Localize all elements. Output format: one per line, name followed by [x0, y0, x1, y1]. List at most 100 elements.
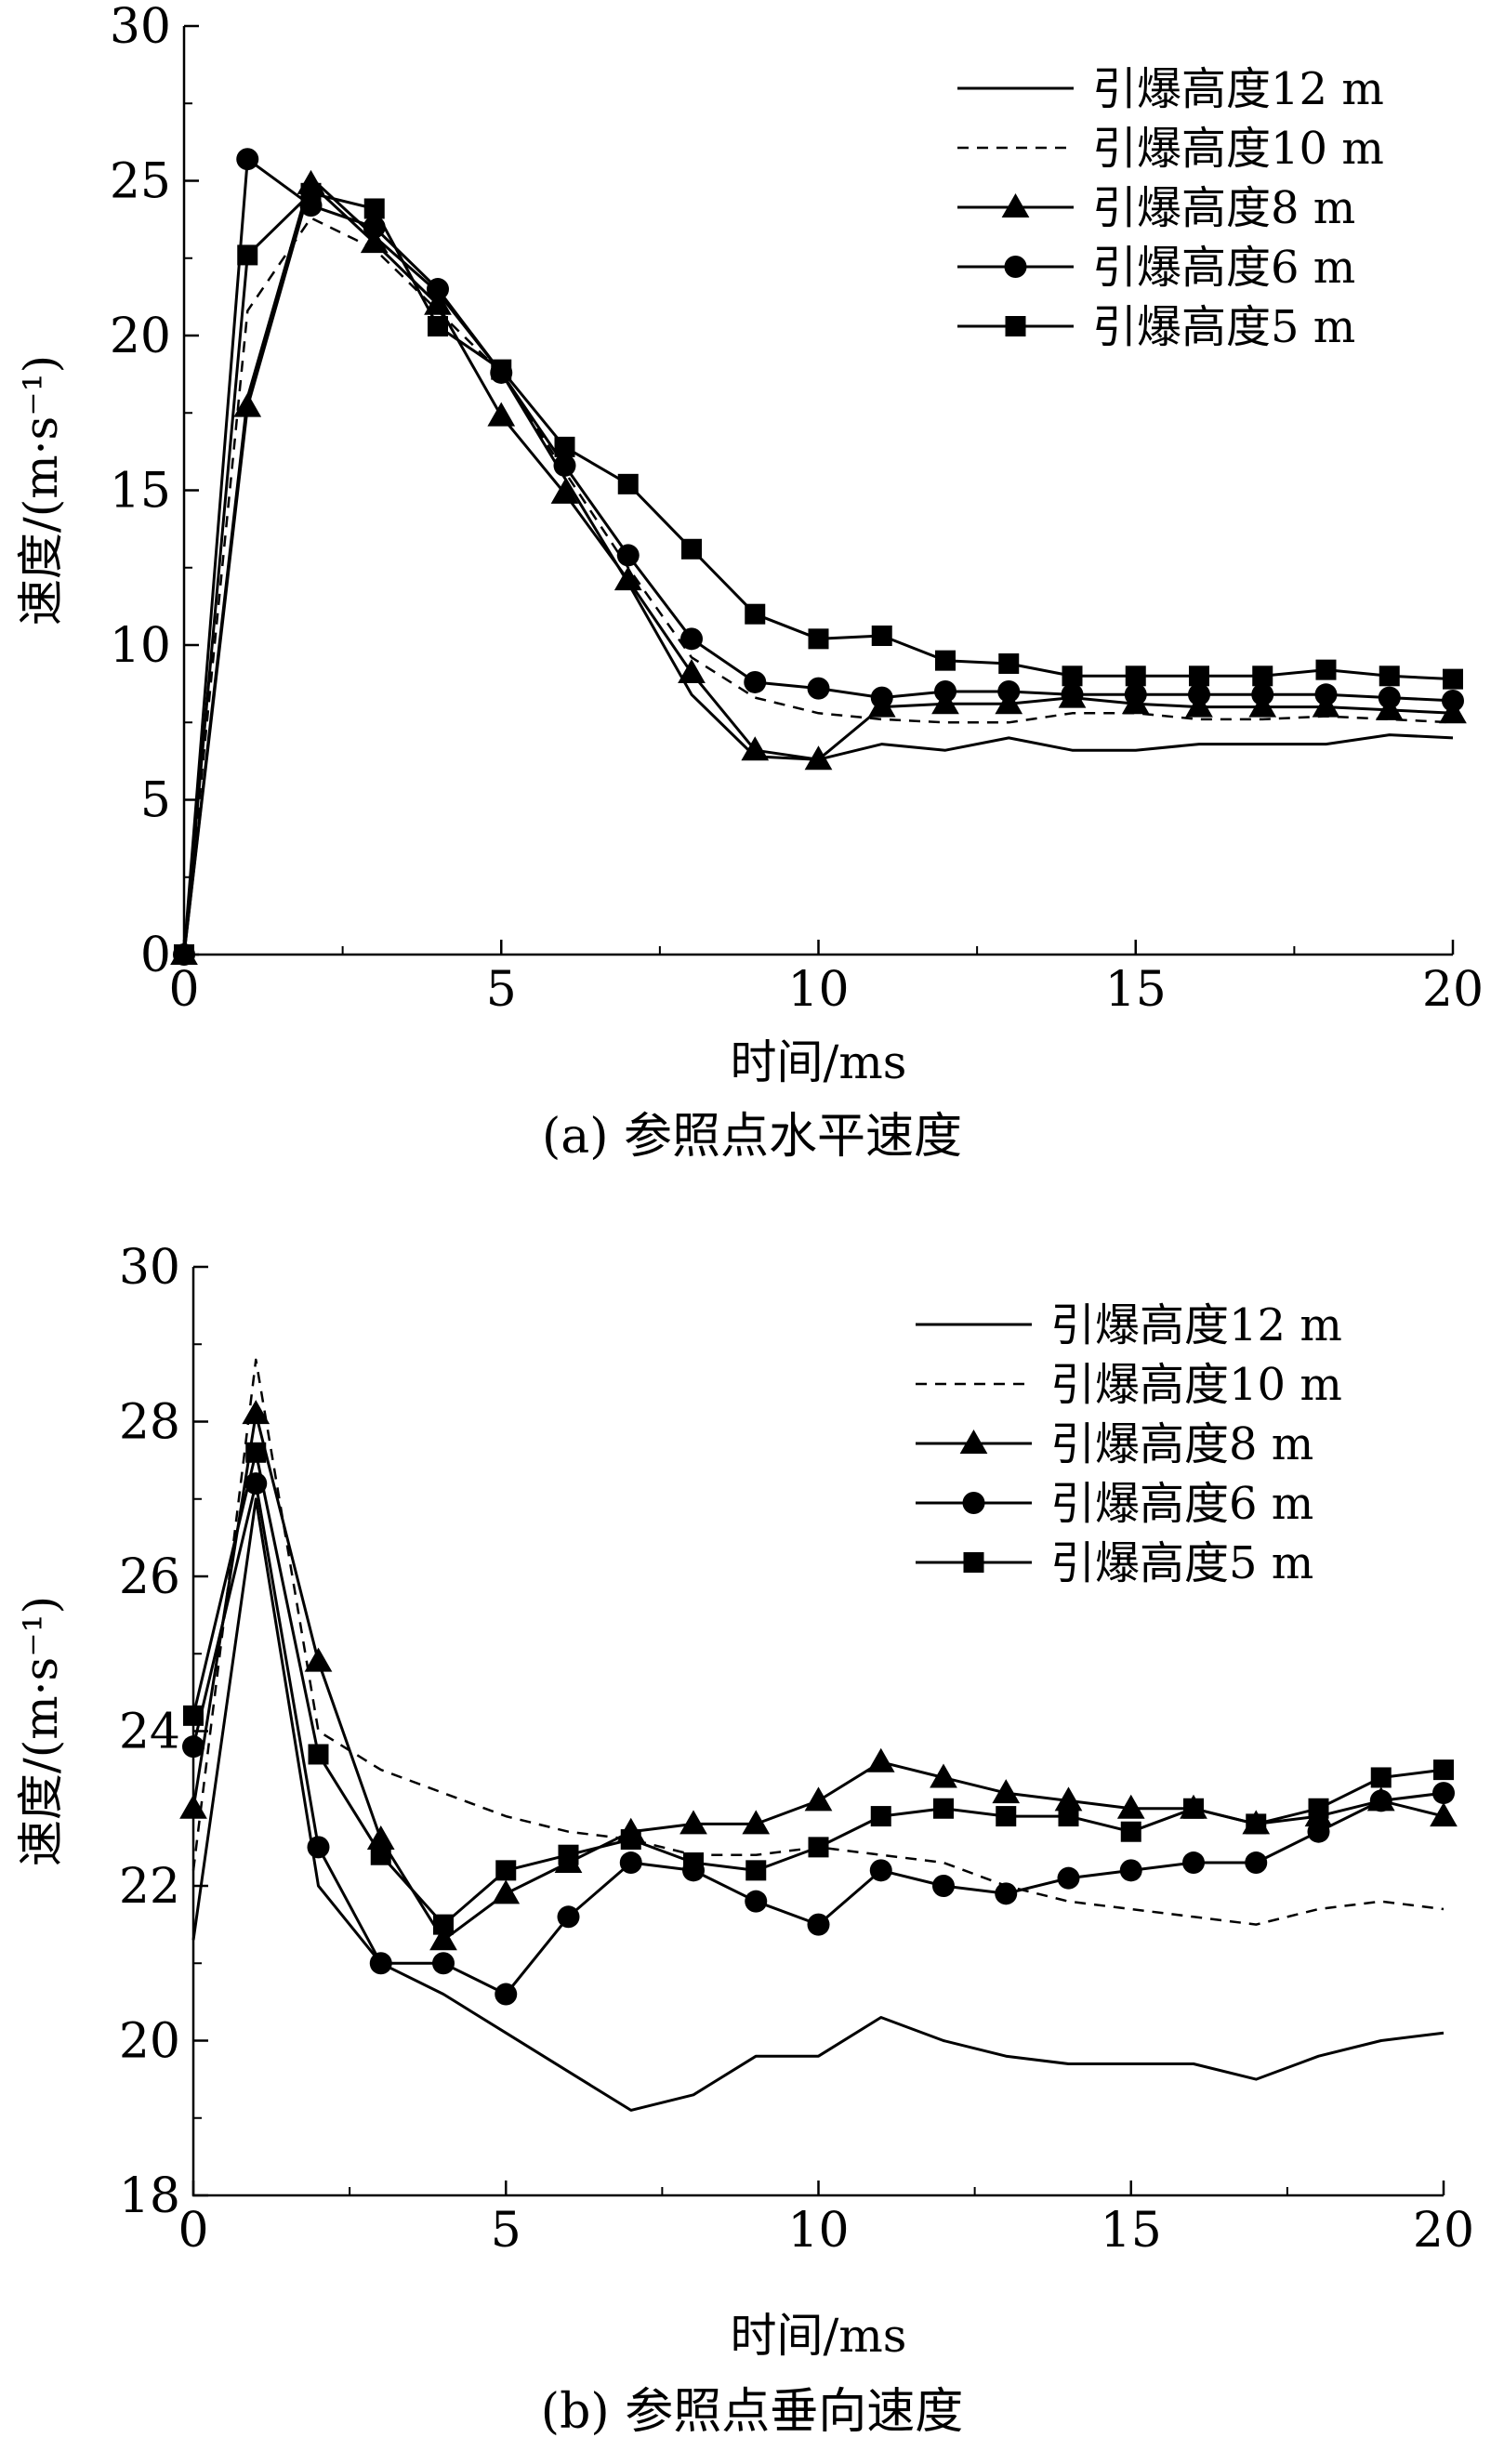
x-tick-label: 15 — [1101, 2203, 1162, 2259]
data-point — [1124, 683, 1147, 706]
data-point — [550, 479, 579, 504]
y-tick-label: 26 — [119, 1549, 180, 1605]
data-point — [370, 1844, 391, 1865]
data-point — [935, 650, 956, 671]
legend: 引爆高度12 m 引爆高度10 m 引爆高度8 m 引爆高度6 m 引爆高度5 m — [916, 1299, 1342, 1589]
chart-panel-1: 0 5 10 15 20 18 20 22 24 26 28 30 时间/ms 速度/(m·s⁻¹) (b)… — [14, 1240, 1474, 2440]
data-point — [427, 278, 449, 301]
data-point — [866, 1747, 895, 1772]
data-point — [807, 1913, 830, 1936]
data-point — [1183, 1798, 1204, 1819]
data-point — [495, 1983, 518, 2006]
data-point — [1251, 683, 1274, 706]
data-point — [558, 1844, 579, 1865]
data-point — [995, 1882, 1018, 1905]
data-point — [304, 1647, 333, 1672]
data-point — [869, 1859, 892, 1882]
data-point — [617, 473, 639, 494]
data-point — [741, 736, 770, 761]
data-point — [360, 229, 389, 254]
data-point — [1061, 683, 1084, 706]
legend-label: 引爆高度8 m — [1050, 1418, 1313, 1470]
data-point — [742, 1810, 771, 1835]
data-point — [182, 1735, 204, 1759]
x-tick-label: 20 — [1413, 2203, 1474, 2259]
data-point — [179, 1794, 207, 1819]
data-point — [1430, 1802, 1458, 1827]
x-tick-label: 15 — [1105, 962, 1167, 1018]
y-tick-label: 10 — [110, 618, 171, 674]
y-tick-label: 0 — [140, 928, 171, 983]
data-point — [871, 626, 892, 647]
legend-marker — [1005, 316, 1026, 336]
data-point — [554, 436, 575, 457]
data-point — [745, 1860, 767, 1881]
y-tick-label: 5 — [140, 773, 171, 829]
legend-label: 引爆高度10 m — [1050, 1359, 1342, 1411]
data-point — [495, 1860, 517, 1881]
x-tick-label: 5 — [491, 2203, 521, 2259]
data-point — [870, 686, 893, 709]
data-point — [807, 677, 830, 700]
series-0 — [191, 1497, 1445, 2112]
data-point — [744, 670, 767, 693]
data-point — [1433, 1759, 1454, 1781]
y-tick-label: 30 — [119, 1240, 180, 1296]
chart-panel-0: 0 5 10 15 20 0 5 10 15 20 25 30 时间/ms 速度/(m·s⁻¹) (a) 参… — [14, 0, 1484, 1165]
data-point — [424, 290, 452, 315]
data-point — [1442, 689, 1464, 712]
x-tick-label: 0 — [178, 2203, 208, 2259]
series-line — [191, 1497, 1445, 2112]
data-point — [1058, 1806, 1079, 1827]
data-point — [300, 182, 322, 204]
x-axis-label: 时间/ms — [731, 1035, 907, 1089]
data-point — [1252, 665, 1273, 687]
y-axis-label: 速度/(m·s⁻¹) — [14, 1596, 68, 1866]
data-point — [680, 627, 703, 651]
data-point — [1189, 665, 1209, 687]
data-point — [745, 1890, 768, 1913]
y-tick-label: 30 — [110, 0, 171, 55]
data-point — [433, 1914, 454, 1935]
y-axis-label: 速度/(m·s⁻¹) — [14, 355, 68, 626]
series-4 — [174, 182, 1463, 965]
data-point — [1307, 1820, 1330, 1843]
data-point — [932, 1875, 955, 1897]
data-point — [308, 1744, 329, 1765]
y-tick-label: 24 — [119, 1705, 180, 1760]
data-point — [870, 1806, 891, 1827]
x-axis-label: 时间/ms — [731, 2309, 907, 2363]
data-point — [1378, 686, 1401, 709]
data-point — [429, 1926, 457, 1951]
data-point — [1443, 668, 1463, 690]
x-tick-label: 0 — [168, 962, 199, 1018]
data-point — [487, 402, 516, 427]
legend-marker — [1001, 192, 1030, 217]
data-point — [804, 745, 833, 771]
x-tick-label: 10 — [787, 962, 849, 1018]
legend-label: 引爆高度12 m — [1092, 63, 1384, 115]
data-point — [236, 148, 259, 171]
data-point — [1182, 1851, 1205, 1875]
y-tick-label: 18 — [119, 2168, 180, 2224]
data-point — [745, 603, 766, 625]
data-point — [679, 1810, 707, 1835]
y-tick-label: 20 — [110, 309, 171, 364]
data-point — [492, 1879, 521, 1904]
data-point — [174, 944, 194, 965]
y-tick-label: 22 — [119, 1859, 180, 1915]
data-point — [1188, 683, 1210, 706]
data-point — [491, 359, 512, 380]
legend: 引爆高度12 m 引爆高度10 m 引爆高度8 m 引爆高度6 m 引爆高度5 m — [957, 63, 1384, 353]
data-point — [1314, 683, 1338, 706]
data-point — [237, 244, 258, 266]
legend-label: 引爆高度5 m — [1092, 301, 1355, 353]
data-point — [804, 1786, 833, 1812]
data-point — [1315, 659, 1337, 680]
data-point — [1246, 1813, 1267, 1835]
data-point — [1119, 1859, 1142, 1882]
data-point — [1432, 1782, 1455, 1805]
data-point — [1120, 1821, 1141, 1842]
series-line — [182, 217, 1454, 955]
